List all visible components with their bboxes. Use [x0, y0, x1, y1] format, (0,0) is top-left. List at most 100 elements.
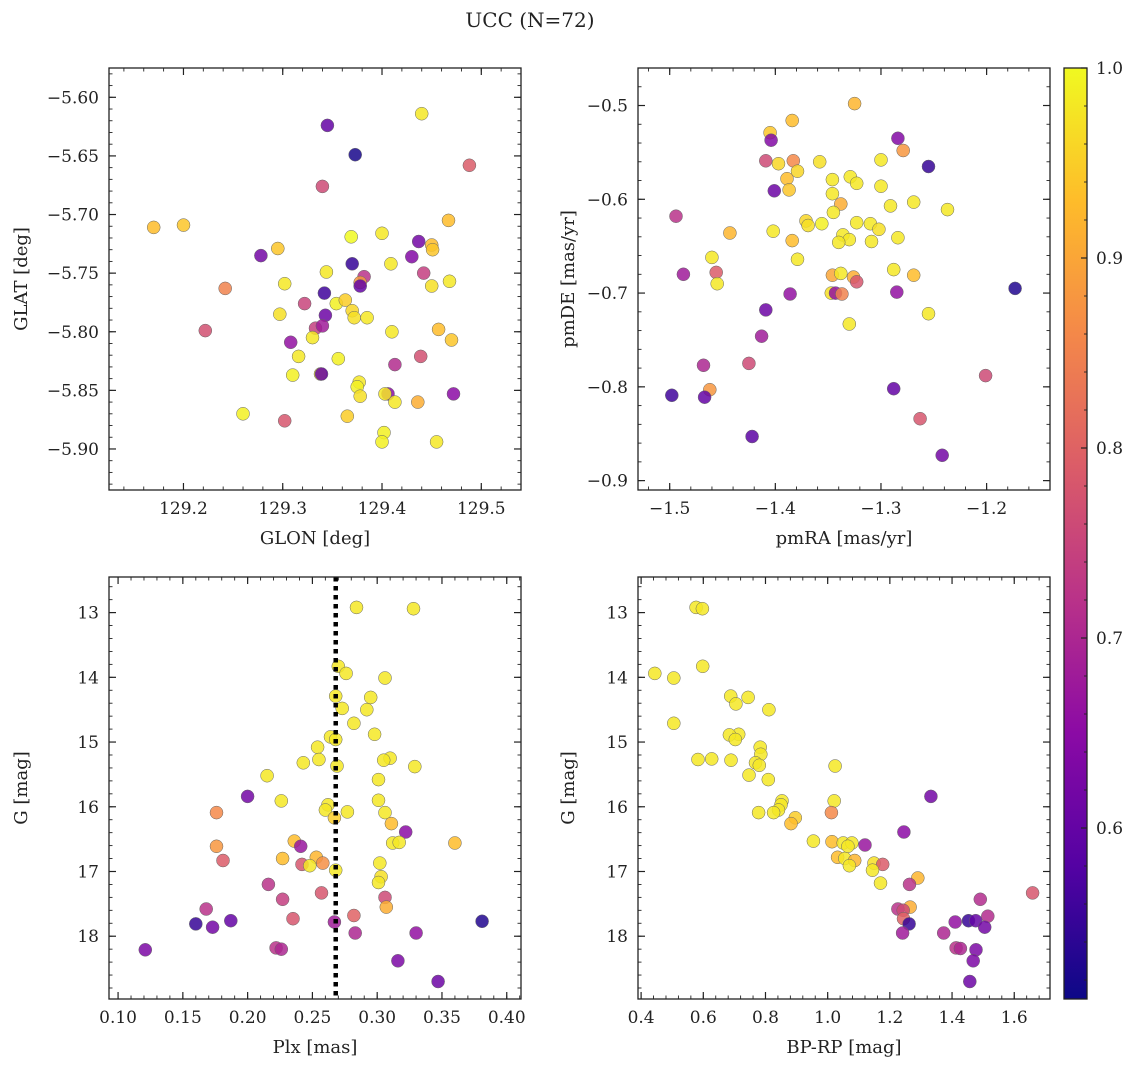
- scatter-point: [745, 429, 759, 444]
- scatter-point: [865, 863, 880, 877]
- x-tick-label: 0.35: [423, 1008, 461, 1028]
- x-axis-label: BP-RP [mag]: [786, 1037, 901, 1058]
- scatter-point: [413, 349, 428, 364]
- x-tick-label: 0.25: [293, 1008, 331, 1028]
- scatter-point: [940, 202, 955, 217]
- scatter-panel: 129.2 129.3 129.4 129.5 −5.60 −5.65 −5.70 −5.75…: [11, 67, 522, 549]
- x-tick-label: 129.3: [258, 499, 307, 519]
- scatter-point: [742, 356, 756, 371]
- scatter-point: [710, 276, 724, 291]
- scatter-point: [966, 954, 980, 968]
- scatter-point: [363, 690, 378, 705]
- scatter-point: [875, 857, 890, 872]
- scatter-point: [444, 333, 459, 347]
- y-tick-label: −0.8: [587, 378, 628, 398]
- scatter-point: [475, 914, 489, 929]
- x-tick-label: 1.6: [1001, 1008, 1028, 1028]
- scatter-point: [695, 659, 710, 674]
- scatter-point: [240, 789, 255, 804]
- scatter-point: [891, 230, 905, 245]
- scatter-point: [349, 600, 364, 615]
- x-tick-label: 0.15: [164, 1008, 202, 1028]
- scatter-point: [388, 357, 402, 372]
- scatter-point: [408, 759, 422, 774]
- y-tick-label: 13: [606, 604, 628, 624]
- scatter-point: [723, 226, 737, 240]
- scatter-point: [261, 877, 276, 892]
- scatter-point: [648, 666, 662, 681]
- scatter-point: [338, 293, 353, 307]
- scatter-point: [378, 671, 392, 685]
- scatter-point: [667, 671, 681, 685]
- scatter-point: [913, 411, 927, 426]
- scatter-point: [348, 147, 362, 162]
- scatter-point: [409, 926, 423, 940]
- x-axis-label: Plx [mas]: [273, 1037, 358, 1058]
- scatter-point: [790, 252, 805, 267]
- x-tick-label: 0.20: [229, 1008, 267, 1028]
- scatter-point: [849, 176, 864, 191]
- scatter-point: [392, 835, 406, 850]
- scatter-point: [963, 974, 977, 989]
- colorbar-tick-label: 0.7: [1096, 629, 1123, 649]
- scatter-point: [849, 275, 864, 289]
- scatter-point: [828, 759, 842, 773]
- scatter-point: [752, 758, 767, 773]
- scatter-point: [296, 756, 311, 770]
- scatter-point: [897, 825, 911, 839]
- scatter-point: [273, 307, 287, 321]
- colorbar-tick-label: 1.0: [1096, 59, 1123, 79]
- colorbar-gradient: [1064, 68, 1087, 999]
- scatter-point: [431, 322, 446, 337]
- scatter-point: [790, 164, 805, 178]
- y-tick-label: −5.60: [47, 88, 99, 108]
- y-tick-label: 16: [606, 798, 628, 818]
- scatter-point: [847, 96, 862, 111]
- scatter-point: [751, 805, 766, 820]
- y-axis-label: G [mag]: [11, 751, 32, 824]
- scatter-point: [406, 601, 421, 616]
- scatter-point: [277, 414, 292, 428]
- scatter-point: [388, 395, 402, 409]
- scatter-point: [353, 279, 367, 293]
- figure-title: UCC (N=72): [465, 8, 594, 32]
- scatter-point: [398, 825, 413, 839]
- scatter-point: [353, 389, 367, 403]
- scatter-point: [360, 310, 374, 325]
- scatter-point: [340, 805, 355, 819]
- scatter-point: [873, 876, 888, 890]
- scatter-point: [360, 702, 374, 717]
- scatter-point: [771, 156, 786, 171]
- scatter-point: [783, 287, 797, 301]
- scatter-point: [275, 851, 290, 866]
- scatter-point: [209, 839, 224, 854]
- scatter-point: [842, 317, 857, 331]
- scatter-point: [724, 753, 738, 767]
- scatter-point: [754, 329, 769, 343]
- scatter-point: [886, 381, 901, 396]
- scatter-point: [801, 218, 815, 233]
- scatter-points: [648, 600, 1040, 989]
- axes-frame: [108, 576, 522, 1000]
- scatter-point: [815, 216, 829, 231]
- scatter-point: [729, 697, 743, 711]
- x-tick-label: 0.10: [99, 1008, 137, 1028]
- scatter-point: [335, 701, 349, 716]
- y-tick-label: 18: [77, 927, 99, 947]
- scatter-point: [825, 834, 839, 849]
- scatter-point: [782, 183, 796, 197]
- scatter-point: [379, 900, 394, 914]
- scatter-point: [331, 351, 346, 366]
- scatter-point: [1008, 281, 1022, 296]
- y-tick-label: −5.90: [47, 440, 99, 460]
- axes-frame: [108, 67, 522, 491]
- scatter-point: [344, 230, 358, 244]
- scatter-point: [841, 839, 855, 854]
- scatter-point: [973, 892, 988, 907]
- x-tick-label: 129.5: [457, 499, 506, 519]
- scatter-point: [347, 908, 361, 923]
- scatter-point: [441, 213, 456, 228]
- scatter-point: [874, 179, 888, 193]
- scatter-point: [891, 131, 905, 146]
- scatter-point: [285, 368, 300, 382]
